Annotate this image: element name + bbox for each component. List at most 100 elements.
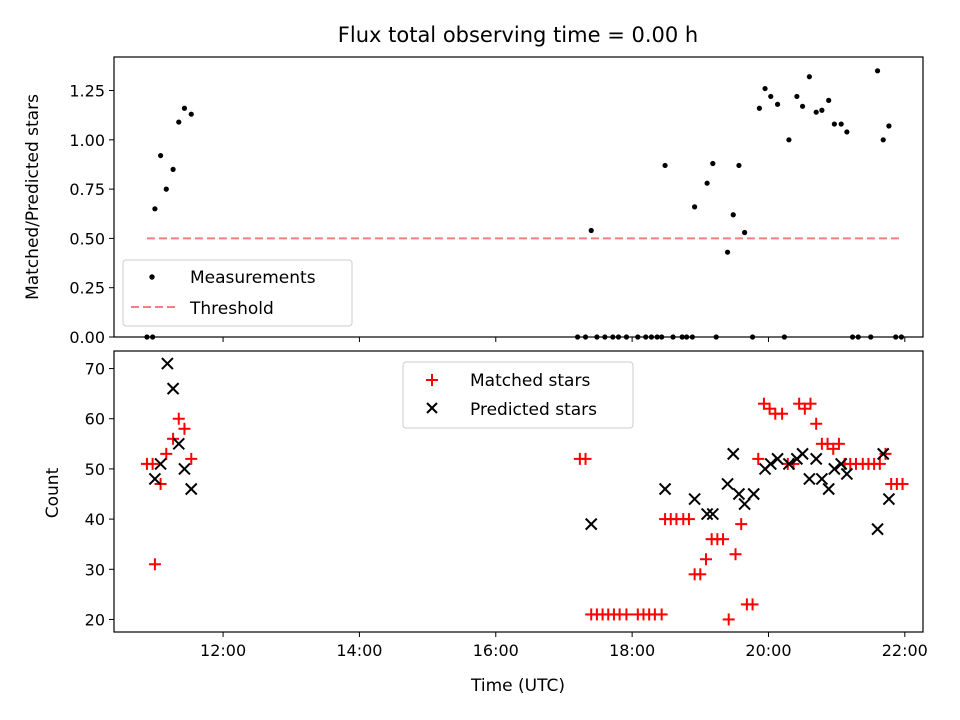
bottom-ytick-label: 70	[85, 360, 105, 379]
bottom-series-1-point	[815, 472, 829, 486]
bottom-series-0-point	[776, 407, 789, 420]
bottom-series-1-point	[585, 517, 598, 531]
top-series-0-point	[786, 137, 792, 143]
bottom-series-1-point	[658, 482, 672, 496]
bottom-xtick-label: 14:00	[336, 641, 382, 660]
top-series-0-point	[806, 74, 812, 80]
bottom-series-0-point	[896, 477, 909, 490]
top-ytick-label: 1.25	[69, 82, 105, 101]
bottom-series-0-point	[722, 613, 735, 626]
bottom-series-1-point	[161, 357, 174, 370]
top-series-0-point	[704, 180, 710, 186]
top-plot-frame	[113, 56, 924, 338]
top-series-0-point	[762, 85, 768, 92]
bottom-series-0-point	[879, 447, 892, 460]
top-series-0-point	[831, 121, 837, 127]
top-series-0-point	[799, 103, 806, 109]
bottom-ytick-label: 60	[85, 410, 105, 429]
bottom-series-1-point	[732, 487, 746, 501]
top-series-0-point	[756, 105, 762, 111]
top-ytick-label: 0.25	[69, 279, 105, 298]
top-ytick-label: 0.50	[69, 229, 105, 248]
top-series-0-point	[736, 162, 742, 169]
bottom-series-1-point	[764, 457, 777, 471]
top-series-0-point	[838, 121, 844, 127]
top-legend: Measurements Threshold	[122, 259, 353, 327]
bottom-series-0-point	[746, 598, 759, 611]
bottom-xtick-label: 18:00	[609, 641, 655, 660]
top-series-0-point	[176, 119, 182, 125]
bottom-ytick-label: 50	[85, 460, 105, 479]
bottom-series-0-point	[579, 452, 592, 465]
bottom-series-0-point	[804, 397, 817, 410]
bottom-series-1-point	[185, 482, 198, 496]
bottom-xtick-label: 12:00	[200, 641, 246, 660]
top-ytick-label: 0.75	[69, 180, 105, 199]
top-series-0-point	[844, 129, 850, 135]
legend-predicted-label: Predicted stars	[470, 400, 597, 420]
bottom-xtick-label: 20:00	[745, 641, 791, 660]
top-series-0-point	[874, 68, 881, 74]
top-series-0-point	[742, 229, 748, 236]
top-series-0-point	[768, 93, 774, 100]
bottom-series-1-point	[172, 437, 185, 451]
bottom-ytick-label: 20	[85, 610, 105, 629]
bottom-series-0-point	[827, 442, 840, 455]
bottom-plot-frame	[113, 350, 924, 633]
bottom-xtick-label: 16:00	[473, 641, 519, 660]
bottom-series-1-point	[706, 507, 720, 521]
bottom-series-0-point	[717, 533, 730, 546]
bottom-series-1-point	[882, 492, 896, 506]
top-series-0-point	[163, 186, 169, 192]
bottom-series-1-point	[747, 487, 760, 501]
top-series-0-point	[794, 93, 800, 100]
top-series-0-point	[886, 123, 892, 129]
bottom-series-1-point	[148, 472, 162, 486]
top-series-0-point	[188, 111, 194, 117]
legend-measurements-marker	[149, 274, 155, 280]
bottom-series-1-point	[178, 462, 191, 476]
legend-predicted-marker	[426, 402, 438, 414]
bottom-series-0-point	[178, 422, 191, 435]
bottom-ytick-label: 30	[85, 560, 105, 579]
bottom-series-1-point	[154, 457, 167, 471]
bottom-series-1-point	[822, 482, 835, 496]
bottom-series-1-point	[796, 447, 809, 461]
top-series-0-point	[181, 105, 188, 111]
bottom-series-0-point	[694, 568, 707, 581]
top-chart-title: Flux total observing time = 0.00 h	[338, 23, 698, 47]
bottom-series-1-point	[688, 492, 701, 506]
legend-threshold-label: Threshold	[189, 299, 274, 319]
bottom-series-0-point	[763, 402, 776, 415]
bottom-series-0-point	[172, 412, 185, 425]
bottom-series-1-point	[834, 457, 848, 471]
top-series-0-point	[710, 160, 716, 167]
bottom-series-1-point	[871, 522, 884, 536]
bottom-series-1-point	[721, 477, 734, 491]
top-series-0-point	[152, 206, 158, 212]
legend-matched-label: Matched stars	[470, 371, 590, 391]
bottom-series-1-point	[877, 447, 890, 461]
top-series-0-point	[588, 227, 594, 234]
legend-measurements-label: Measurements	[190, 268, 316, 288]
bottom-series-1-point	[803, 472, 816, 486]
top-series-0-point	[826, 97, 832, 103]
top-series-0-point	[774, 101, 781, 107]
bottom-series-0-point	[757, 397, 770, 410]
bottom-series-0-point	[148, 558, 161, 571]
bottom-series-1-point	[166, 382, 180, 395]
bottom-series-0-point	[620, 608, 633, 621]
bottom-series-0-point	[160, 447, 173, 460]
top-ytick-label: 1.00	[69, 131, 105, 150]
bottom-series-1-point	[782, 457, 796, 471]
bottom-series-1-point	[828, 462, 841, 476]
bottom-plot: 20 30 40 50 60 70 12:00 14:00 16:00 18:00 20:00 22:…	[85, 357, 928, 660]
bottom-xtick-label: 22:00	[882, 641, 928, 660]
top-series-0-point	[170, 166, 176, 172]
bottom-series-1-point	[809, 452, 823, 466]
bottom-series-0-point	[185, 452, 198, 465]
bottom-series-0-point	[729, 548, 742, 561]
bottom-series-0-point	[793, 397, 806, 410]
bottom-series-0-point	[832, 437, 845, 450]
